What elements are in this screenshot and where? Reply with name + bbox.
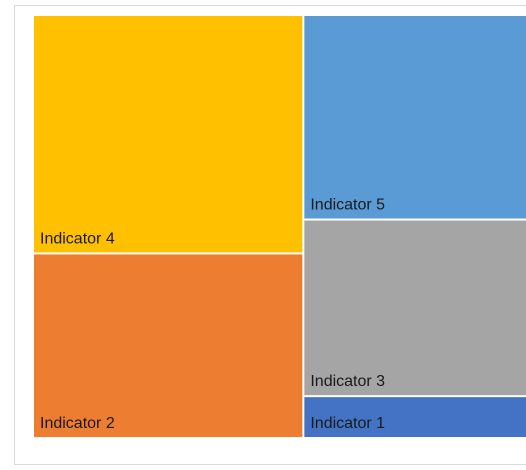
tile-label: Indicator 4 (40, 230, 115, 247)
tile-label: Indicator 3 (310, 373, 385, 390)
tile (304, 16, 526, 219)
tile-label: Indicator 5 (310, 197, 385, 214)
tile (304, 220, 526, 396)
tile (34, 254, 303, 437)
tile (34, 16, 303, 253)
tile-label: Indicator 1 (310, 415, 385, 432)
tile (304, 397, 526, 437)
tile-label: Indicator 2 (40, 415, 115, 432)
